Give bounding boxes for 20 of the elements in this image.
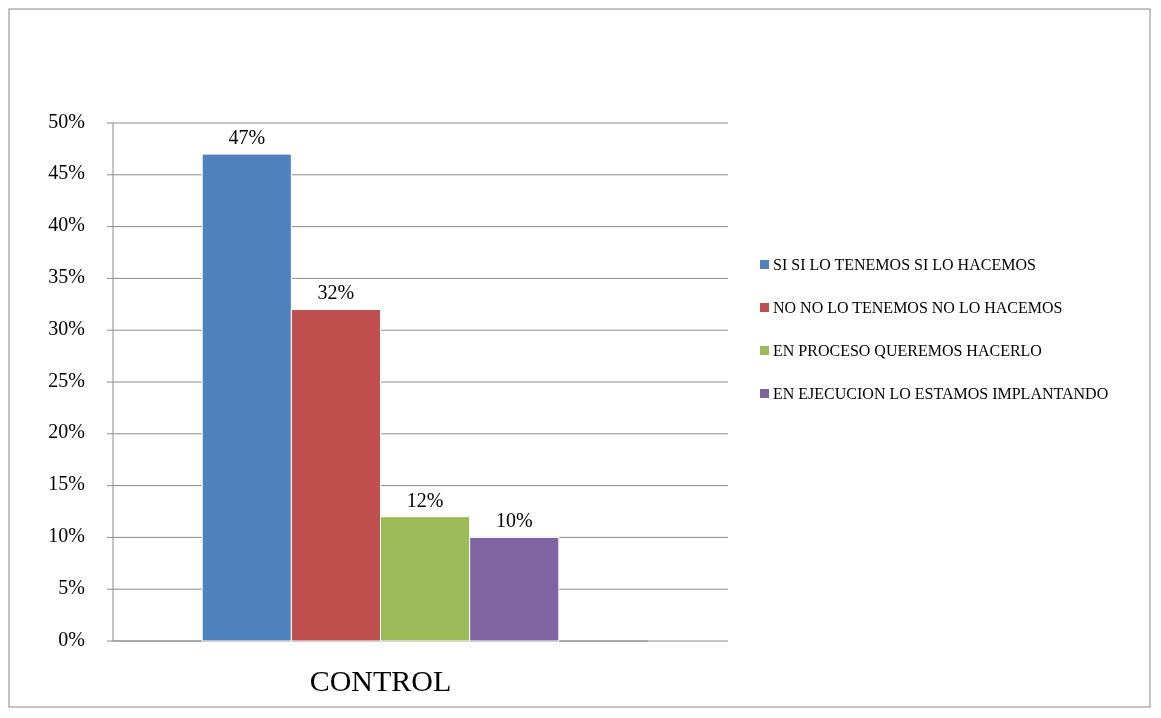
y-tick-label: 0% [58,627,85,650]
legend-label: EN EJECUCION LO ESTAMOS IMPLANTANDO [773,384,1109,402]
y-tick-label: 50% [48,109,85,132]
legend-label: SI SI LO TENEMOS SI LO HACEMOS [773,255,1036,273]
y-tick-label: 5% [58,575,85,598]
data-label: 10% [495,509,533,532]
legend-label: NO NO LO TENEMOS NO LO HACEMOS [773,298,1063,316]
y-tick-label: 35% [48,264,85,287]
y-tick-label: 45% [48,161,85,184]
y-tick-label: 30% [48,316,85,339]
data-label: 12% [406,488,444,511]
data-label: 47% [228,126,266,149]
x-tick-label: CONTROL [309,664,452,697]
legend-label: EN PROCESO QUEREMOS HACERLO [773,341,1042,359]
y-tick-label: 25% [48,368,85,391]
y-tick-label: 10% [48,523,85,546]
y-tick-label: 20% [48,420,85,443]
y-tick-label: 15% [48,472,85,495]
y-tick-label: 40% [48,213,85,236]
data-label: 32% [317,281,355,304]
